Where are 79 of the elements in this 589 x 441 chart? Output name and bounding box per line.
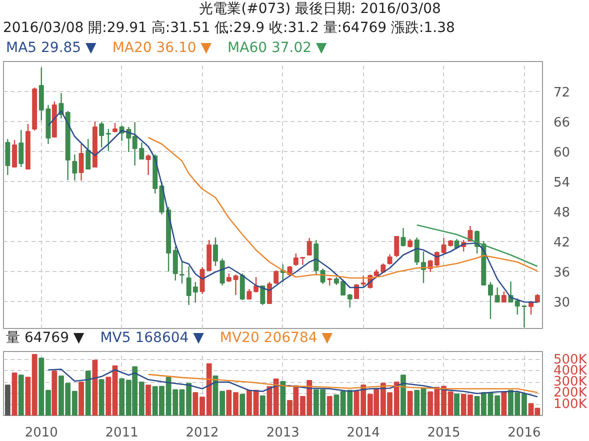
candlestick	[213, 236, 218, 267]
candlestick	[112, 122, 118, 134]
chart-subtitle: 2016/03/08 開:29.91 高:31.51 低:29.9 收:31.2 量:64769 漲跌:1.38	[2, 19, 455, 38]
bar	[98, 379, 104, 416]
x-tick-label: 2015	[427, 426, 460, 440]
bar	[260, 395, 266, 416]
candlestick	[78, 143, 84, 182]
candlestick	[99, 121, 104, 148]
text: MA5 29.85 ▼	[6, 40, 96, 56]
x-tick-label: 2011	[105, 426, 138, 440]
candlestick	[139, 142, 144, 160]
bar	[78, 382, 84, 416]
candlestick	[306, 237, 312, 256]
text: MA60 37.02 ▼	[228, 40, 327, 56]
bar	[85, 370, 91, 416]
candlestick	[180, 260, 184, 284]
candlestick	[488, 281, 493, 320]
bar	[280, 380, 286, 416]
line-series	[48, 368, 538, 398]
candlestick	[72, 154, 78, 182]
y-tick-label: 36	[554, 266, 570, 280]
text: MA20 36.10 ▼	[112, 40, 212, 56]
text: MV20 206784 ▼	[220, 330, 332, 346]
chart-title: 光電業(#073) 最後日期: 2016/03/08	[198, 0, 442, 19]
bar	[92, 360, 98, 416]
y-tick-label: 42	[554, 236, 570, 250]
bar	[12, 372, 18, 416]
y-tick-label: 30	[554, 296, 570, 310]
candlestick	[5, 138, 10, 176]
candlestick	[233, 274, 238, 296]
bar	[240, 394, 246, 416]
bar	[407, 390, 413, 416]
y-tick-label: 66	[554, 116, 570, 130]
candlestick	[146, 154, 151, 176]
candlestick	[414, 236, 420, 266]
bar	[52, 370, 58, 416]
line-series	[148, 374, 538, 394]
y-tick-label: 60	[554, 146, 570, 160]
candlestick	[274, 270, 279, 285]
candlestick	[260, 284, 266, 306]
series-label: MV5 168604 ▼	[100, 330, 204, 346]
bar	[454, 394, 460, 416]
candlestick	[454, 238, 460, 250]
candlestick	[347, 293, 352, 308]
candlestick	[254, 276, 259, 294]
bar	[18, 374, 24, 416]
candlestick	[400, 227, 406, 248]
candlestick	[360, 274, 366, 288]
bar	[326, 396, 332, 416]
x-tick-label: 2016	[508, 426, 541, 440]
line-series	[416, 224, 538, 268]
candlestick	[172, 246, 178, 282]
candlestick	[494, 286, 500, 304]
x-tick-label: 2012	[186, 426, 219, 440]
candlestick	[394, 235, 400, 258]
y-tick-label: 54	[554, 176, 570, 190]
candlestick	[320, 268, 326, 285]
bar	[4, 384, 10, 416]
y-tick-label: 72	[554, 86, 570, 100]
x-tick-label: 2013	[266, 426, 300, 440]
y-tick-label: 48	[554, 206, 570, 220]
candlestick	[240, 272, 245, 301]
line-series	[148, 136, 538, 279]
candlestick	[86, 138, 91, 170]
bar	[146, 384, 151, 416]
x-tick-label: 2014	[346, 426, 380, 440]
candlestick	[300, 256, 306, 266]
candlestick	[106, 128, 111, 152]
candlestick	[220, 258, 225, 286]
candlestick	[18, 129, 24, 168]
candlestick	[12, 139, 17, 168]
y-tick-label: 100K	[554, 396, 588, 412]
candlestick	[387, 254, 392, 266]
bar	[501, 391, 507, 416]
series-label: 量 64769 ▼	[6, 330, 84, 346]
bar	[400, 374, 406, 416]
candlestick	[293, 252, 298, 267]
candlestick	[522, 305, 527, 328]
x-tick-label: 2010	[24, 426, 58, 440]
